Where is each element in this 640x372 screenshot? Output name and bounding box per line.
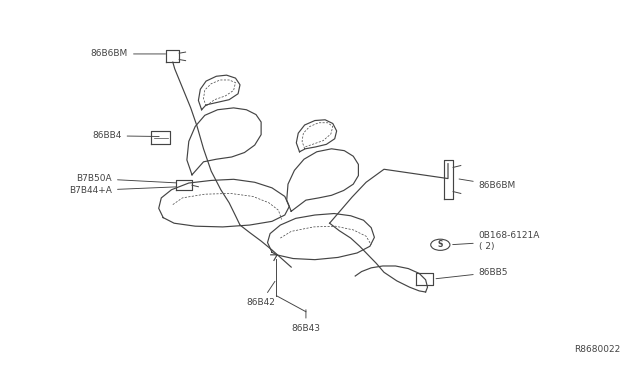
- Text: S: S: [438, 240, 443, 249]
- Text: 0B168-6121A
( 2): 0B168-6121A ( 2): [452, 231, 540, 251]
- Text: 86BB5: 86BB5: [436, 268, 508, 279]
- Text: R8680022: R8680022: [575, 345, 621, 354]
- Text: B7B50A: B7B50A: [76, 174, 177, 183]
- Text: 86B6BM: 86B6BM: [91, 49, 166, 58]
- Text: 86B43: 86B43: [291, 310, 321, 333]
- Text: 86B42: 86B42: [246, 281, 276, 307]
- Text: 86BB4: 86BB4: [92, 131, 159, 140]
- Text: 86B6BM: 86B6BM: [459, 179, 516, 190]
- Text: B7B44+A: B7B44+A: [69, 186, 177, 195]
